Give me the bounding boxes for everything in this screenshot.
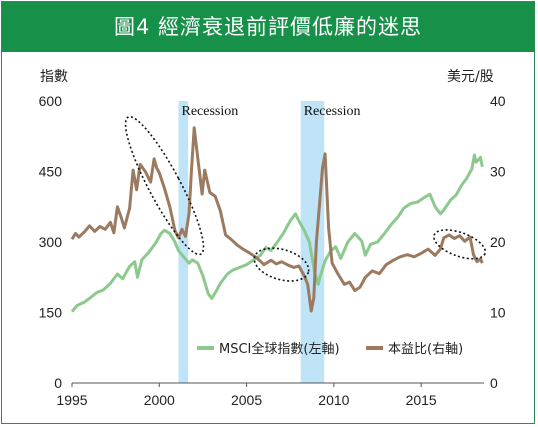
right-tick-20: 20 <box>490 234 506 250</box>
recession-band-1 <box>300 101 325 383</box>
legend: MSCI全球指數(左軸) 本益比(右軸) <box>197 341 463 357</box>
axes-layer: 0 150 300 450 600 0 10 20 30 40 1995 2000 2005 2010 20… <box>39 93 506 408</box>
label-layer: 指數 美元/股 <box>40 69 494 85</box>
highlight-ellipse-2 <box>433 229 487 260</box>
left-tick-0: 0 <box>54 375 62 391</box>
left-tick-600: 600 <box>39 93 63 109</box>
legend-label-pe: 本益比(右軸) <box>388 342 463 357</box>
left-tick-150: 150 <box>39 305 63 321</box>
right-tick-0: 0 <box>490 375 498 391</box>
highlight-ellipse-0 <box>124 115 205 256</box>
right-tick-40: 40 <box>490 93 506 109</box>
annotation-layer <box>124 115 487 282</box>
recession-label-0: Recession <box>181 104 238 119</box>
series-line-msci <box>70 153 484 313</box>
recession-label-1: Recession <box>304 104 361 119</box>
x-tick-2010: 2010 <box>318 392 349 408</box>
right-axis-title: 美元/股 <box>447 69 494 85</box>
recession-layer: Recession Recession <box>178 101 360 383</box>
highlight-ellipse-1 <box>253 247 310 282</box>
right-tick-10: 10 <box>490 305 506 321</box>
x-tick-2015: 2015 <box>406 392 437 408</box>
series-line-pe <box>70 126 484 313</box>
legend-label-msci: MSCI全球指數(左軸) <box>219 341 340 357</box>
left-axis-title: 指數 <box>40 69 68 85</box>
right-tick-30: 30 <box>490 164 506 180</box>
x-tick-2005: 2005 <box>231 392 262 408</box>
left-tick-450: 450 <box>39 164 63 180</box>
chart-title: 圖4 經濟衰退前評價低廉的迷思 <box>2 2 534 52</box>
x-tick-1995: 1995 <box>56 392 87 408</box>
x-tick-2000: 2000 <box>144 392 175 408</box>
left-tick-300: 300 <box>39 234 63 250</box>
series-layer <box>70 126 484 313</box>
